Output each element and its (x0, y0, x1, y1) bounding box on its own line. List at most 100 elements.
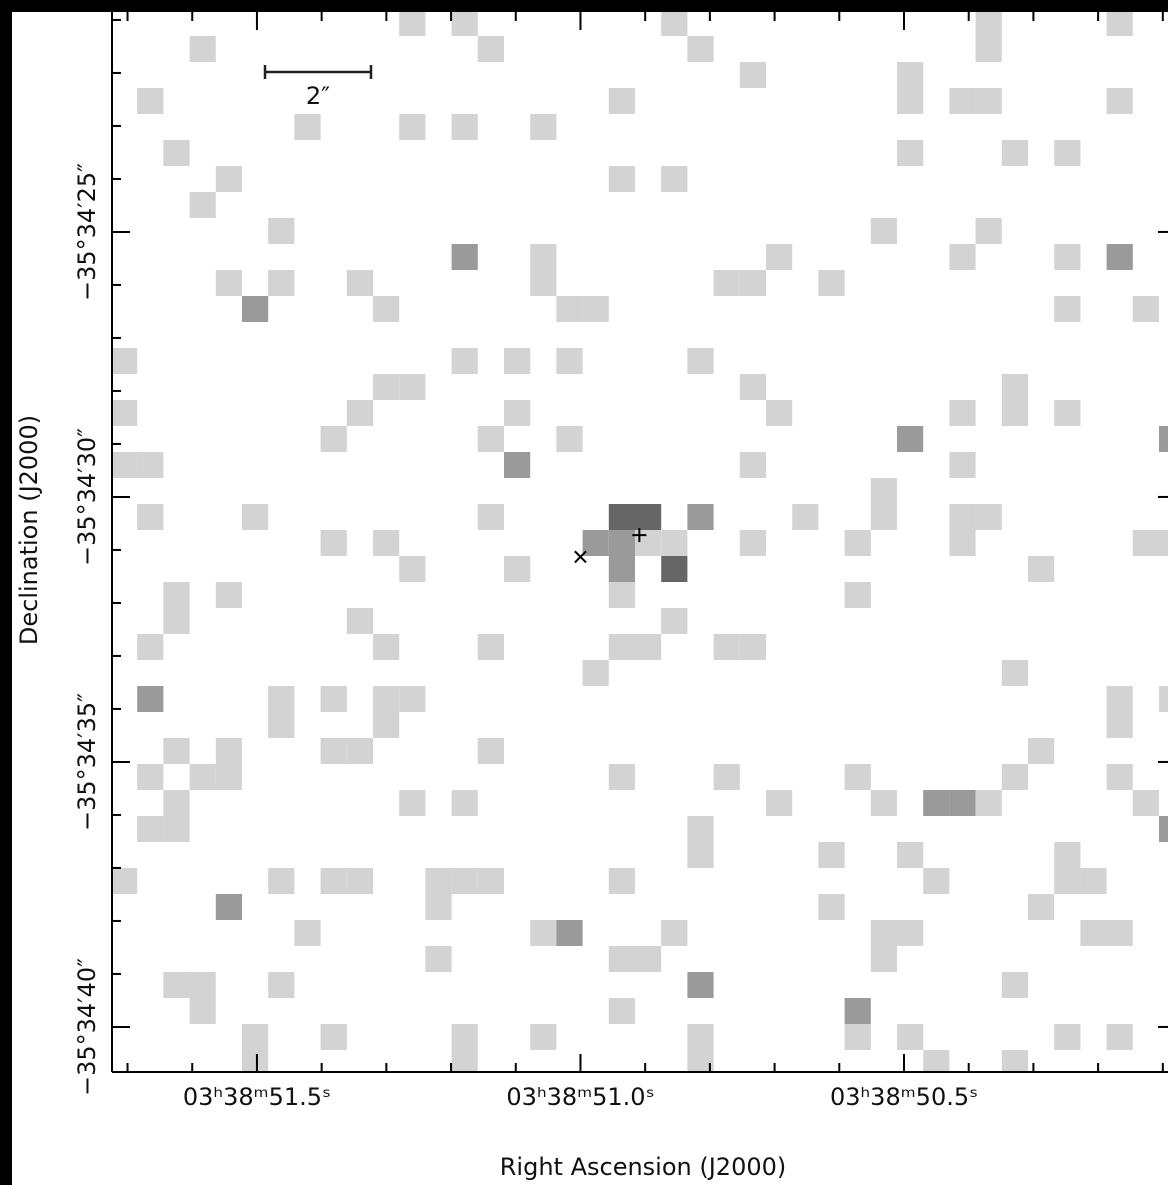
pixel (739, 530, 766, 556)
pixel (687, 36, 714, 62)
x-tick-label: 03ʰ38ᵐ51.0ˢ (506, 1083, 654, 1111)
pixel (766, 790, 793, 816)
pixel (923, 868, 950, 894)
pixel (399, 790, 426, 816)
pixel (687, 348, 714, 374)
frame-left (0, 0, 12, 1185)
pixel (1028, 556, 1055, 582)
pixel (556, 296, 583, 322)
pixel (556, 348, 583, 374)
pixel (818, 842, 845, 868)
pixel (215, 738, 242, 764)
pixel (346, 608, 373, 634)
pixel (687, 504, 714, 530)
pixel (215, 582, 242, 608)
pixel (399, 556, 426, 582)
pixel (1001, 400, 1028, 426)
pixel (556, 426, 583, 452)
pixel (582, 296, 609, 322)
pixel (949, 530, 976, 556)
pixel (844, 1024, 871, 1050)
pixel (477, 36, 504, 62)
pixel (897, 62, 924, 88)
pixel (268, 972, 295, 998)
pixel (425, 868, 452, 894)
pixel (399, 114, 426, 140)
pixel (320, 868, 347, 894)
pixel (1001, 764, 1028, 790)
pixel (739, 270, 766, 296)
pixel (1106, 920, 1133, 946)
pixel (1054, 1024, 1081, 1050)
pixel (137, 634, 164, 660)
pixel (320, 738, 347, 764)
pixel (608, 504, 635, 530)
pixel (1106, 244, 1133, 270)
pixel (949, 790, 976, 816)
pixel (1132, 296, 1159, 322)
pixel (189, 998, 216, 1024)
y-tick-label: −35°34′40″ (73, 958, 101, 1096)
pixel (923, 1050, 950, 1072)
scale-bar-label: 2″ (306, 82, 330, 110)
pixel (870, 790, 897, 816)
pixel (477, 738, 504, 764)
pixel (1054, 140, 1081, 166)
pixel (713, 634, 740, 660)
pixel (1106, 88, 1133, 114)
pixel (242, 1024, 269, 1050)
pixel (163, 582, 190, 608)
pixel (1132, 530, 1159, 556)
pixel (687, 842, 714, 868)
pixel (320, 686, 347, 712)
y-tick-label: −35°34′25″ (73, 163, 101, 301)
pixel (294, 114, 321, 140)
pixel (870, 946, 897, 972)
pixel (504, 348, 531, 374)
pixel (766, 400, 793, 426)
pixel (608, 946, 635, 972)
pixel (739, 634, 766, 660)
pixel (582, 660, 609, 686)
pixel (1106, 686, 1133, 712)
pixel (844, 530, 871, 556)
pixel (1054, 868, 1081, 894)
pixel (687, 816, 714, 842)
pixel (1159, 686, 1168, 712)
pixel (1001, 374, 1028, 400)
pixel (897, 88, 924, 114)
pixel (1028, 894, 1055, 920)
pixel (1001, 1050, 1028, 1072)
pixel (739, 452, 766, 478)
pixel (268, 868, 295, 894)
pixel (346, 738, 373, 764)
pixel (844, 998, 871, 1024)
source-marker (632, 528, 647, 543)
pixel (687, 972, 714, 998)
pixel (608, 88, 635, 114)
pixel (137, 452, 164, 478)
pixel (870, 920, 897, 946)
pixel (1159, 816, 1168, 842)
pixel (1106, 10, 1133, 36)
pixel (399, 10, 426, 36)
pixel (111, 868, 138, 894)
pixel (923, 790, 950, 816)
pixel (451, 10, 478, 36)
pixel (215, 764, 242, 790)
pixel (635, 504, 662, 530)
pixel (242, 296, 269, 322)
pixel (163, 738, 190, 764)
pixel (897, 426, 924, 452)
pixel (1159, 530, 1168, 556)
pixel (870, 504, 897, 530)
pixel (1001, 660, 1028, 686)
pixel (635, 946, 662, 972)
pixel (739, 374, 766, 400)
pixel (1106, 712, 1133, 738)
pixel (451, 790, 478, 816)
pixel (687, 1050, 714, 1072)
pixel (373, 296, 400, 322)
pixel (870, 478, 897, 504)
pixel (897, 842, 924, 868)
